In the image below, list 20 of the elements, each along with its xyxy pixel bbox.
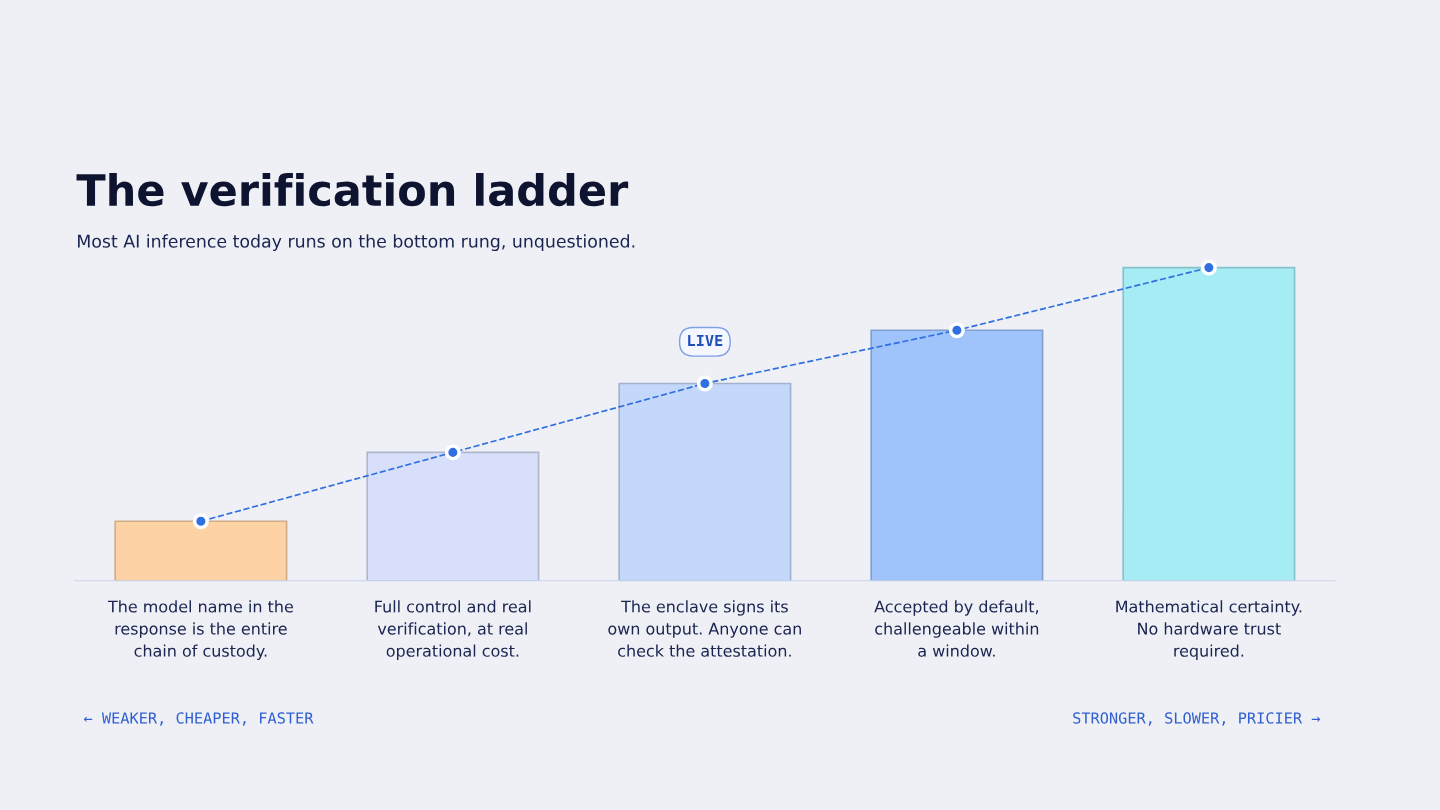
x-tick-label: The model name in the response is the entire chain of custody. bbox=[107, 600, 293, 660]
bar bbox=[618, 382, 792, 581]
bar bbox=[870, 329, 1044, 581]
point bbox=[948, 322, 965, 339]
chart-title: The verification ladder bbox=[76, 172, 629, 207]
x-tick-label: The enclave signs its own output. Anyone can check the attestation. bbox=[608, 600, 801, 657]
bar bbox=[1122, 266, 1296, 581]
point bbox=[1200, 259, 1217, 276]
text: STRONGER, SLOWER, PRICIER → bbox=[1073, 712, 1320, 726]
annotation: LIVE bbox=[688, 334, 723, 347]
bar bbox=[114, 520, 288, 581]
point bbox=[444, 444, 461, 461]
text: ← WEAKER, CHEAPER, FASTER bbox=[84, 712, 314, 726]
point bbox=[192, 513, 209, 530]
x-tick-label: Accepted by default, challengeable within a window. bbox=[874, 600, 1039, 657]
point bbox=[696, 375, 713, 392]
x-tick-label: Full control and real verification, at real operational cost. bbox=[375, 600, 531, 660]
x-tick-label: Mathematical certainty. No hardware trust required. bbox=[1116, 600, 1302, 660]
bar bbox=[366, 451, 540, 581]
chart-subtitle: Most AI inference today runs on the bottom rung, unquestioned. bbox=[78, 234, 635, 252]
